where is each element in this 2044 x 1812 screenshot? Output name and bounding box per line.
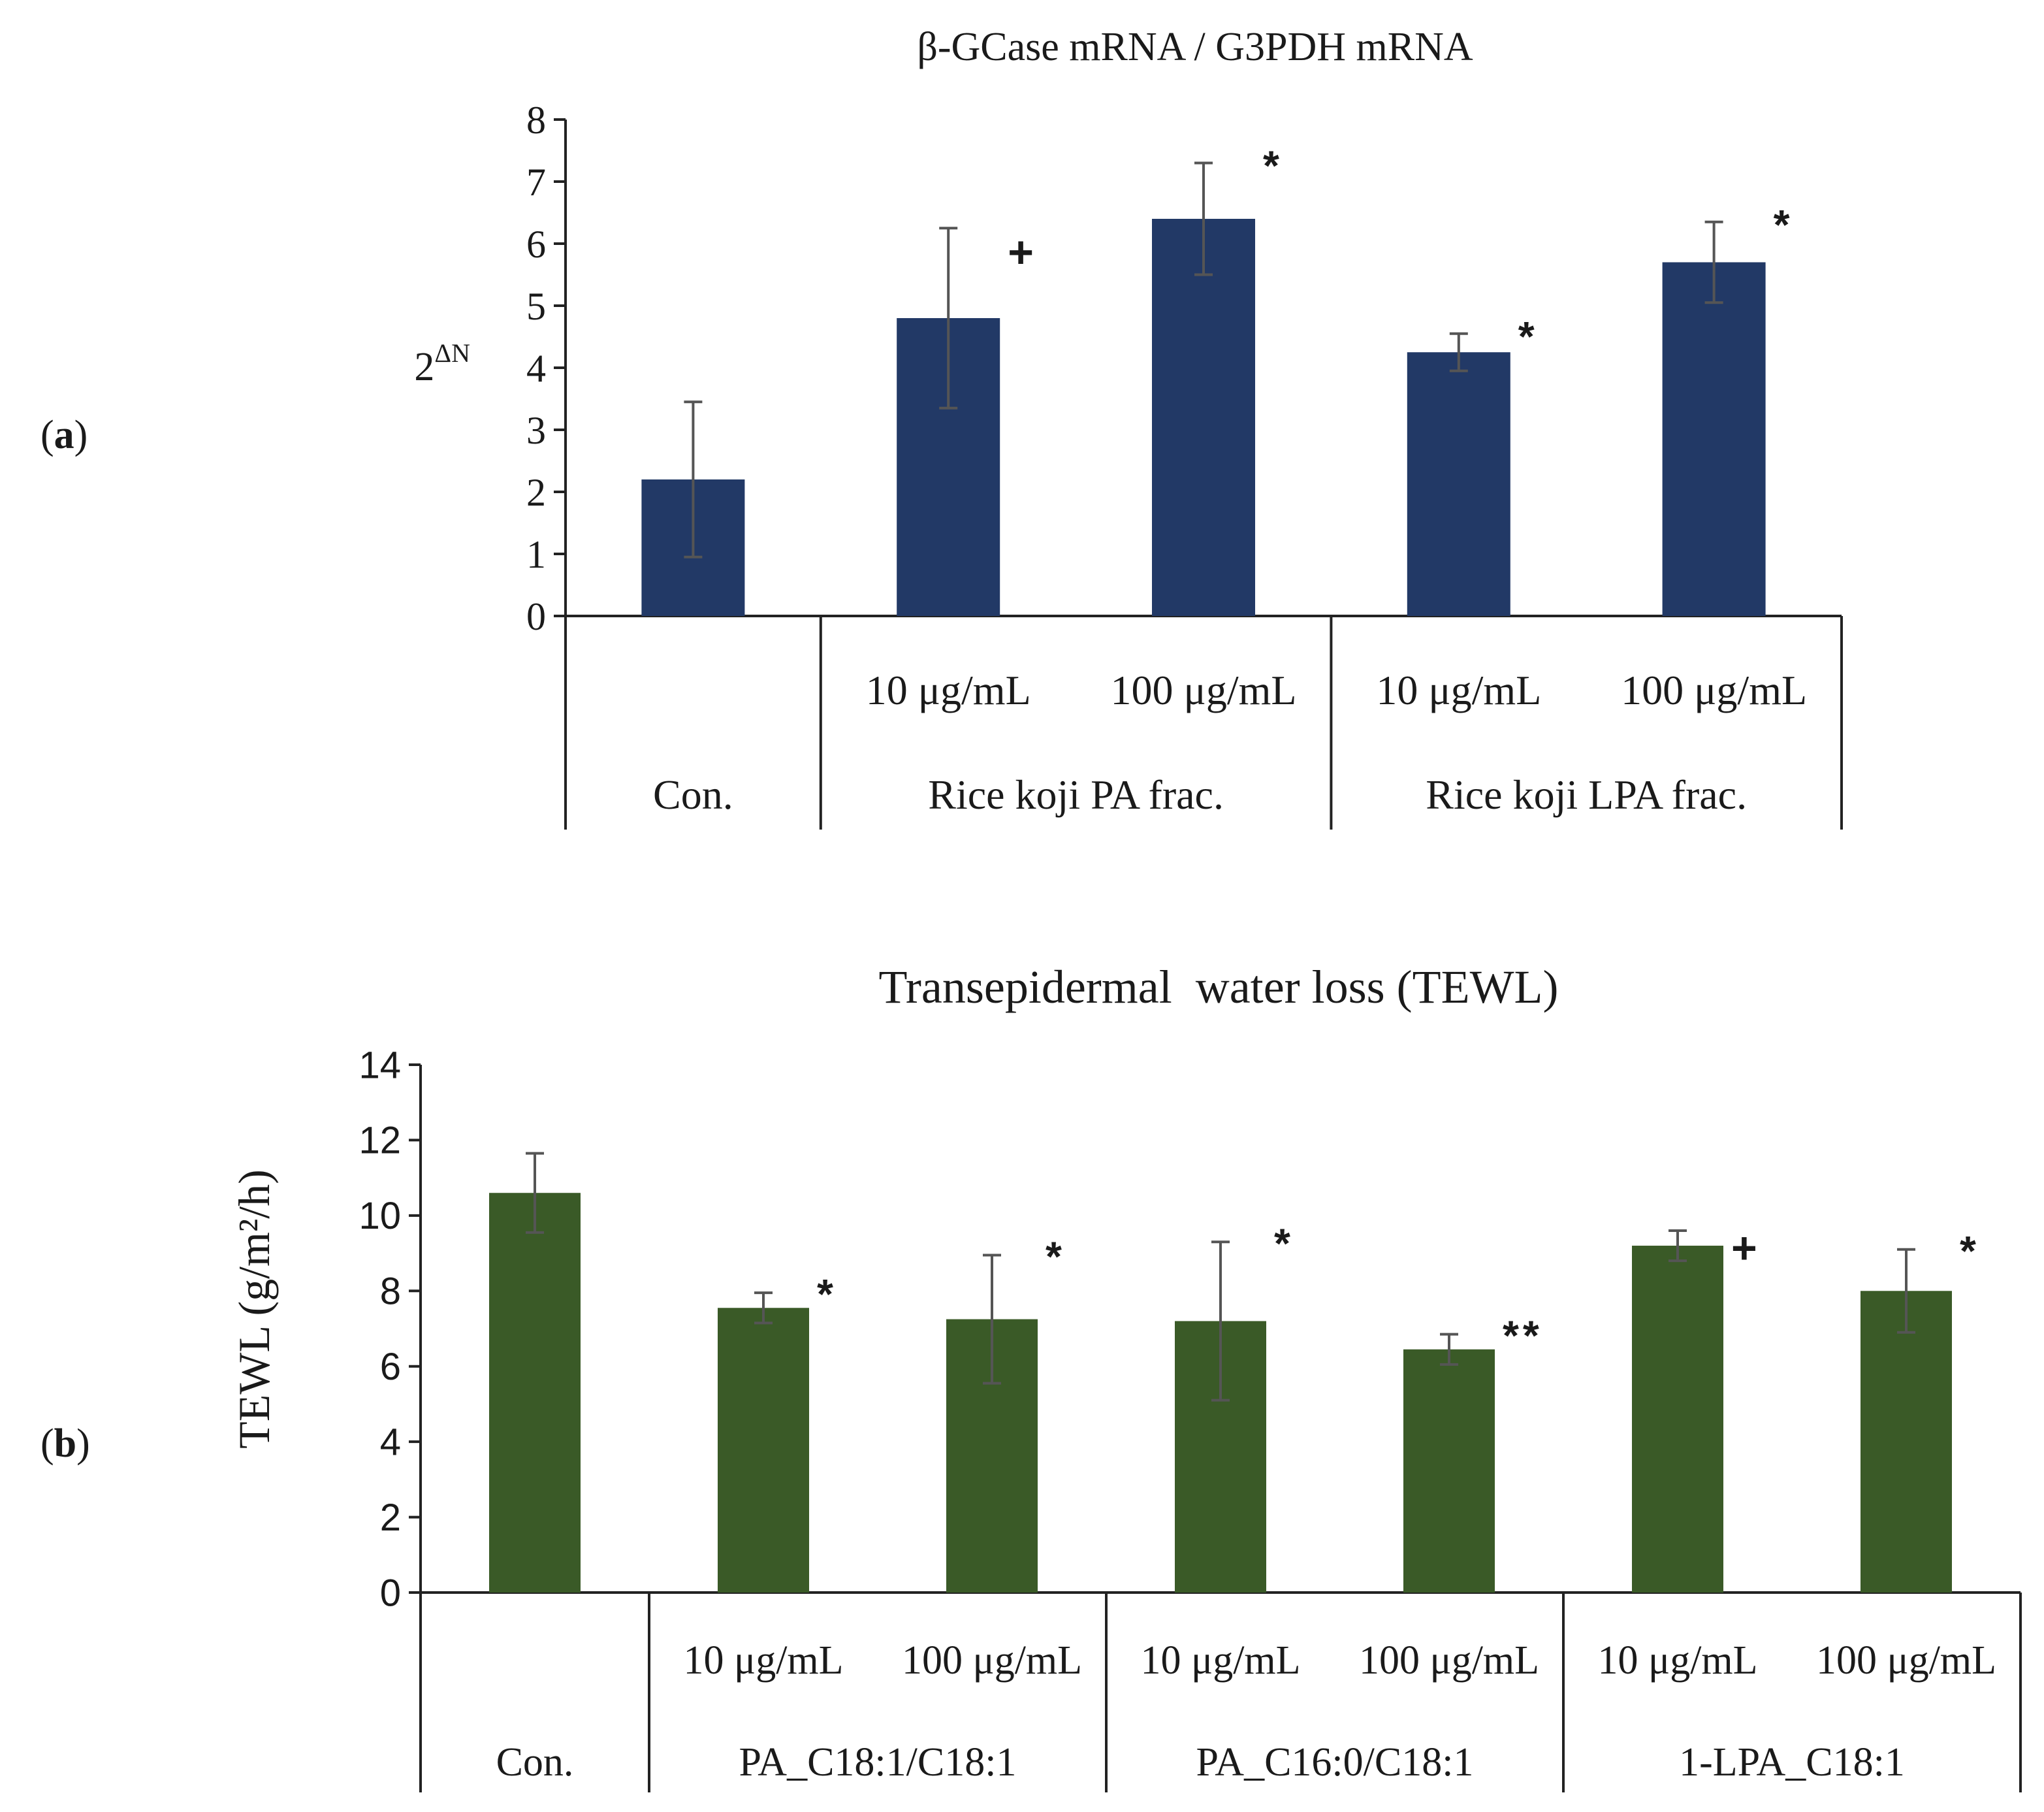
chart-a-significance-marker: *: [1774, 201, 1794, 248]
chart-b-y-tick-label: 0: [380, 1572, 401, 1614]
chart-a-bar: [1152, 219, 1255, 616]
chart-a-bar: [1407, 352, 1510, 616]
chart-a-category-label: 100 μg/mL: [1111, 667, 1297, 713]
chart-a-y-tick-label: 3: [526, 409, 546, 452]
chart-b-y-tick-label: 10: [359, 1195, 401, 1237]
chart-b-group-label: PA_C16:0/C18:1: [1196, 1740, 1474, 1785]
chart-b-y-tick-label: 2: [380, 1497, 401, 1539]
chart-a-y-tick-label: 0: [526, 595, 546, 638]
chart-b-significance-marker: *: [1274, 1220, 1294, 1267]
chart-a-bar: [1662, 262, 1766, 616]
chart-b: Transepidermal water loss (TEWL) TEWL (g…: [229, 961, 2022, 1792]
chart-b-category-label: 10 μg/mL: [1597, 1638, 1757, 1683]
chart-a-significance-marker: *: [1263, 142, 1283, 189]
chart-a-category-label: 100 μg/mL: [1621, 667, 1807, 713]
chart-a-y-axis-label: 2ΔN: [414, 338, 470, 389]
chart-b-category-label: 100 μg/mL: [1359, 1638, 1539, 1683]
chart-b-bar: [1403, 1349, 1495, 1593]
chart-b-group-label: PA_C18:1/C18:1: [739, 1740, 1017, 1785]
chart-b-bar: [1860, 1291, 1952, 1593]
chart-b-category-label: 100 μg/mL: [1816, 1638, 1996, 1683]
chart-b-group-label: Con.: [496, 1740, 574, 1785]
chart-b-y-tick-label: 12: [359, 1120, 401, 1162]
chart-a-y-tick-label: 6: [526, 223, 546, 266]
chart-b-category-label: 100 μg/mL: [902, 1638, 1082, 1683]
chart-a-y-tick-label: 8: [526, 99, 546, 142]
chart-a-y-tick-label: 2: [526, 471, 546, 514]
chart-a-title: β-GCase mRNA / G3PDH mRNA: [917, 25, 1473, 69]
panel-label-b: (b): [40, 1421, 90, 1466]
chart-b-significance-marker: *: [817, 1270, 837, 1318]
chart-b-significance-marker: *: [1046, 1233, 1066, 1280]
chart-a-significance-marker: +: [1008, 227, 1038, 277]
chart-a-y-tick-label: 4: [526, 347, 546, 390]
chart-b-significance-marker: *: [1960, 1227, 1980, 1274]
chart-a-group-label: Rice koji PA frac.: [928, 771, 1224, 818]
chart-b-y-tick-label: 4: [380, 1421, 401, 1463]
chart-b-bar: [489, 1193, 581, 1593]
chart-b-significance-marker: **: [1503, 1312, 1543, 1359]
chart-b-significance-marker: +: [1731, 1223, 1761, 1273]
chart-a-y-tick-label: 1: [526, 533, 546, 576]
chart-a-category-label: 10 μg/mL: [866, 667, 1031, 713]
chart-b-y-tick-label: 14: [359, 1044, 401, 1086]
chart-b-bar: [718, 1308, 809, 1593]
chart-a-y-tick-label: 5: [526, 285, 546, 328]
chart-a: β-GCase mRNA / G3PDH mRNA 2ΔN 0 1 2 3 4 5 6 7 8 +…: [414, 25, 1843, 830]
chart-a-significance-marker: *: [1518, 313, 1539, 360]
chart-a-group-label: Rice koji LPA frac.: [1426, 771, 1747, 818]
panel-label-a: (a): [40, 413, 88, 457]
chart-b-y-tick-label: 6: [380, 1346, 401, 1388]
chart-b-bar: [1632, 1246, 1723, 1593]
chart-b-group-label: 1-LPA_C18:1: [1679, 1740, 1905, 1785]
chart-a-group-label: Con.: [653, 771, 733, 818]
chart-b-category-label: 10 μg/mL: [1140, 1638, 1300, 1683]
chart-b-y-axis-label: TEWL (g/m²/h): [229, 1169, 279, 1449]
chart-a-category-label: 10 μg/mL: [1376, 667, 1541, 713]
chart-b-y-tick-label: 8: [380, 1270, 401, 1313]
chart-b-title: Transepidermal water loss (TEWL): [878, 961, 1558, 1013]
chart-b-category-label: 10 μg/mL: [683, 1638, 843, 1683]
chart-a-y-tick-label: 7: [526, 161, 546, 204]
